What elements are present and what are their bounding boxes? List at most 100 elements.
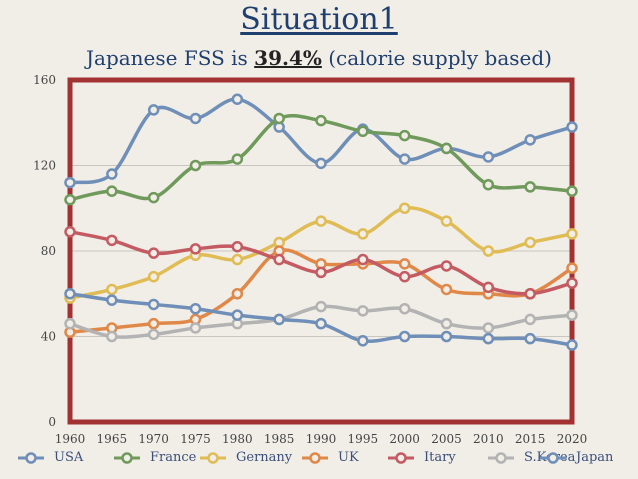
data-point [566,339,578,351]
data-point [566,185,578,197]
legend-swatch [114,451,140,464]
data-point [106,330,118,343]
data-point [106,185,118,197]
data-point [147,317,160,330]
series-line [69,97,573,185]
y-tick-label: 120 [33,159,56,173]
data-point [398,153,411,165]
x-tick-label: 1970 [138,432,169,446]
data-point [147,247,160,259]
data-point [106,168,118,180]
legend-swatch [302,451,328,464]
data-point [524,181,536,193]
data-point [315,300,327,313]
legend-label: Japan [576,450,614,465]
data-point [482,151,495,163]
legend-item: Japan [538,450,613,465]
data-point [524,236,536,249]
series-5 [64,300,578,343]
x-tick-label: 2010 [473,432,504,446]
subtitle-prefix: Japanese FSS is [86,46,255,70]
legend-swatch [540,451,566,464]
data-point [231,309,244,321]
data-point [398,202,411,214]
data-point [482,322,495,334]
data-point [64,193,76,206]
series-2 [64,202,578,304]
data-point [315,114,327,127]
data-point [440,142,453,155]
data-point [106,234,118,247]
data-point [189,322,202,334]
legend-label: Gernany [236,450,293,465]
data-point [357,253,369,266]
x-tick-label: 1965 [97,432,128,446]
data-point [273,112,285,125]
data-point [147,104,160,116]
subtitle-suffix: (calorie supply based) [321,46,552,70]
data-point [315,266,327,279]
x-tick-label: 1995 [348,432,379,446]
data-point [440,330,453,343]
y-tick-label: 40 [41,330,56,344]
legend-swatch [388,451,414,464]
data-point [566,262,578,274]
y-tick-label: 80 [41,244,56,258]
series-1 [64,112,578,206]
legend-swatch [488,451,514,464]
legend-label: France [150,450,197,465]
data-point [231,93,244,105]
data-point [357,228,369,240]
data-point [566,277,578,289]
chart-legend: USAFranceGernanyUKItaryS.KoreaJapan [0,450,638,470]
slide-title: Situation1 [240,2,398,37]
data-point [398,270,411,283]
data-point [106,283,118,296]
legend-item: UK [300,450,359,465]
plot-frame [67,77,575,425]
legend-item: Itary [386,450,456,465]
data-point [64,226,76,238]
data-point [440,260,453,272]
data-point [231,253,244,266]
data-point [189,243,202,255]
data-point [64,317,76,330]
x-tick-label: 1975 [180,432,211,446]
slide-subtitle: Japanese FSS is 39.4% (calorie supply ba… [0,46,638,70]
legend-item: USA [16,450,83,465]
x-tick-label: 2015 [515,432,546,446]
data-point [106,294,118,306]
data-point [398,330,411,343]
series-lines [64,93,578,351]
data-point [440,215,453,227]
legend-item: France [112,450,196,465]
fss-percentage: 39.4% [254,46,322,70]
legend-label: USA [54,450,84,465]
data-point [231,288,244,300]
x-tick-label: 1980 [222,432,253,446]
data-point [566,309,578,321]
data-point [524,134,536,146]
data-point [357,335,369,347]
data-point [482,332,495,345]
series-0 [64,93,578,189]
data-point [398,258,411,270]
x-tick-label: 1985 [264,432,295,446]
data-point [147,328,160,341]
y-tick-label: 0 [48,415,56,429]
data-point [398,302,411,315]
data-point [273,253,285,266]
data-point [147,298,160,311]
legend-swatch [18,451,44,464]
data-point [315,317,327,330]
x-tick-label: 2020 [557,432,588,446]
legend-swatch [200,451,226,464]
data-point [440,317,453,330]
data-point [189,302,202,315]
data-point [315,215,327,227]
x-tick-label: 1990 [306,432,337,446]
data-point [64,288,76,300]
data-point [273,313,285,326]
data-point [482,178,495,191]
x-tick-label: 2000 [389,432,420,446]
